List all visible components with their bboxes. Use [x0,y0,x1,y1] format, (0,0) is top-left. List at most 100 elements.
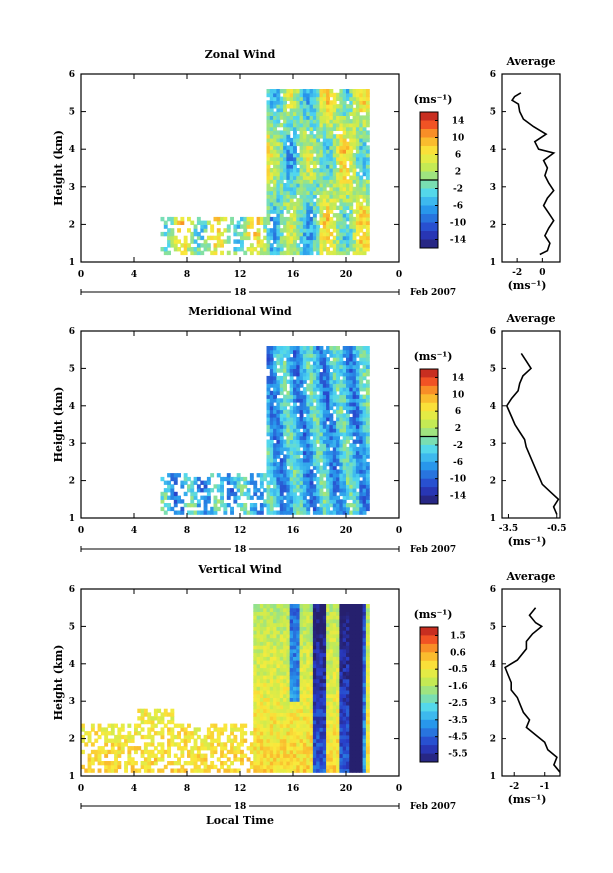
heatmap-cell [236,757,241,762]
heatmap-cell [296,757,301,762]
heatmap-cell [273,134,277,139]
heatmap-cell [329,622,334,627]
colorbar-swatch [420,137,438,147]
heatmap-cell [309,190,314,195]
heatmap-cell [332,675,337,680]
heatmap-cell [339,247,344,252]
heatmap-cell [299,469,304,474]
heatmap-cell [226,480,231,485]
heatmap-cell [309,228,314,233]
heatmap-cell [236,224,241,229]
heatmap-cell [349,107,354,113]
heatmap-cell [269,439,274,444]
heatmap-cell [316,205,321,210]
heatmap-cell [293,228,297,233]
heatmap-cell [266,454,271,459]
heatmap-cell [266,734,271,740]
heatmap-cell [346,379,350,384]
heatmap-cell [296,461,301,467]
heatmap-cell [309,704,314,710]
heatmap-cell [339,92,344,98]
heatmap-cell [289,764,294,770]
heatmap-cell [312,454,317,459]
heatmap-cell [279,115,284,120]
heatmap-cell [302,179,307,184]
heatmap-cell [289,145,294,150]
heatmap-cell [104,734,109,740]
heatmap-cell [352,235,357,241]
heatmap-cell [316,652,321,657]
y-tick-label: 3 [69,439,75,449]
heatmap-cell [342,107,347,113]
heatmap-cell [296,645,301,650]
heatmap-cell [329,201,334,207]
heatmap-cell [276,488,281,493]
heatmap-cell [306,723,311,728]
heatmap-cell [276,719,281,725]
heatmap-cell [342,476,347,482]
heatmap-cell [150,719,155,725]
heatmap-cell [293,757,297,762]
heatmap-cell [346,92,350,98]
heatmap-cell [157,716,162,721]
heatmap-cell [329,686,334,691]
heatmap-cell [312,239,317,244]
heatmap-cell [362,510,367,515]
colorbar-swatch [420,120,438,130]
heatmap-cell [279,469,284,474]
heatmap-cell [339,209,344,214]
heatmap-cell [296,213,301,218]
heatmap-cell [273,89,277,94]
heatmap-cell [289,469,294,474]
heatmap-cell [302,420,307,426]
heatmap-cell [266,458,271,463]
heatmap-cell [339,96,344,101]
heatmap-cell [316,126,321,131]
heatmap-cell [210,738,215,743]
heatmap-cell [279,611,284,616]
heatmap-cell [269,604,274,609]
heatmap-cell [279,761,284,766]
heatmap-cell [177,499,181,504]
heatmap-cell [263,626,268,631]
heatmap-cell [200,510,205,515]
heatmap-cell [253,738,258,743]
heatmap-cell [355,231,360,237]
heatmap-cell [283,764,287,770]
heatmap-cell [352,168,357,173]
heatmap-cell [266,611,271,616]
heatmap-cell [322,757,327,762]
heatmap-cell [259,615,264,620]
heatmap-cell [286,250,291,256]
heatmap-cell [362,213,367,218]
heatmap-cell [309,183,314,188]
heatmap-cell [336,458,340,463]
heatmap-cell [349,604,354,609]
heatmap-cell [346,250,350,256]
heatmap-cell [362,446,367,452]
heatmap-cell [326,379,330,384]
heatmap-cell [279,201,284,207]
heatmap-cell [346,428,350,433]
heatmap-cell [329,100,334,105]
heatmap-cell [286,201,291,207]
heatmap-cell [220,239,224,244]
heatmap-cell [216,499,221,504]
heatmap-cell [283,420,287,426]
heatmap-cell [349,405,354,411]
heatmap-cell [276,615,281,620]
heatmap-cell [253,663,258,669]
heatmap-cell [319,149,324,154]
heatmap-cell [293,731,297,736]
heatmap-cell [293,209,297,214]
heatmap-cell [289,660,294,665]
heatmap-cell [352,738,357,743]
heatmap-cell [329,119,334,124]
colorbar-swatch [420,231,438,240]
heatmap-cell [352,633,357,639]
heatmap-cell [286,122,291,128]
heatmap-cell [352,402,357,407]
heatmap-cell [342,231,347,237]
heatmap-cell [302,156,307,162]
heatmap-cell [296,450,301,455]
